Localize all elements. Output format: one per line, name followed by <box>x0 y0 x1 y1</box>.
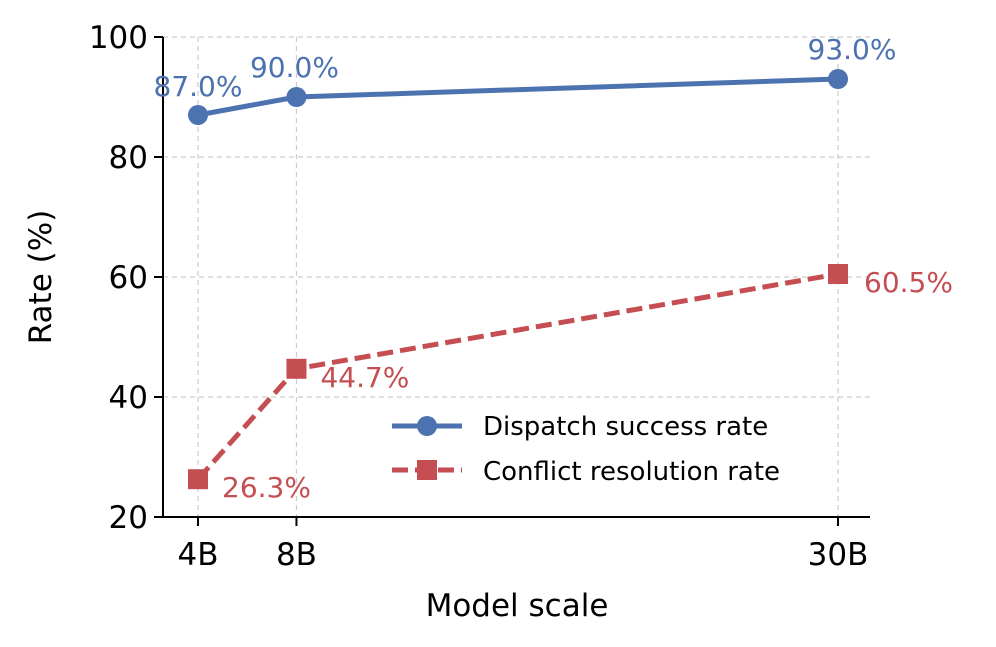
data-label: 90.0% <box>250 51 339 84</box>
y-tick-label: 80 <box>109 140 148 176</box>
x-tick-label: 4B <box>178 537 219 573</box>
y-tick-label: 20 <box>109 500 148 536</box>
legend: Dispatch success rate Conflict resolutio… <box>392 412 780 487</box>
data-point <box>188 105 208 125</box>
legend-label-dispatch: Dispatch success rate <box>483 412 768 442</box>
data-labels: 87.0%90.0% 93.0% 26.3% 44.7% 60.5% <box>154 33 953 504</box>
data-point <box>286 358 307 379</box>
grid <box>163 36 870 518</box>
legend-marker-dispatch <box>417 416 437 436</box>
legend-marker-conflict <box>417 460 437 480</box>
data-point <box>286 87 307 107</box>
data-label: 44.7% <box>320 361 409 394</box>
legend-item-conflict: Conflict resolution rate <box>392 457 780 487</box>
data-point <box>188 469 208 490</box>
y-tick-label: 60 <box>109 260 148 296</box>
data-label: 26.3% <box>222 471 311 504</box>
x-tick-label: 8B <box>276 537 317 573</box>
y-tick-label: 40 <box>109 380 148 416</box>
data-label: 93.0% <box>808 33 897 66</box>
ticks: 20 40 60 80 100 4B 8B 30B <box>89 20 869 573</box>
x-tick-label: 30B <box>808 537 869 573</box>
x-axis-title: Model scale <box>426 588 609 624</box>
y-tick-label: 100 <box>89 20 148 56</box>
legend-item-dispatch: Dispatch success rate <box>392 412 768 442</box>
data-label: 60.5% <box>864 266 953 299</box>
series <box>188 69 848 490</box>
data-point <box>828 264 848 284</box>
y-axis-title: Rate (%) <box>23 210 59 345</box>
data-point <box>828 69 848 89</box>
legend-label-conflict: Conflict resolution rate <box>483 457 780 487</box>
data-label: 87.0% <box>154 70 243 103</box>
